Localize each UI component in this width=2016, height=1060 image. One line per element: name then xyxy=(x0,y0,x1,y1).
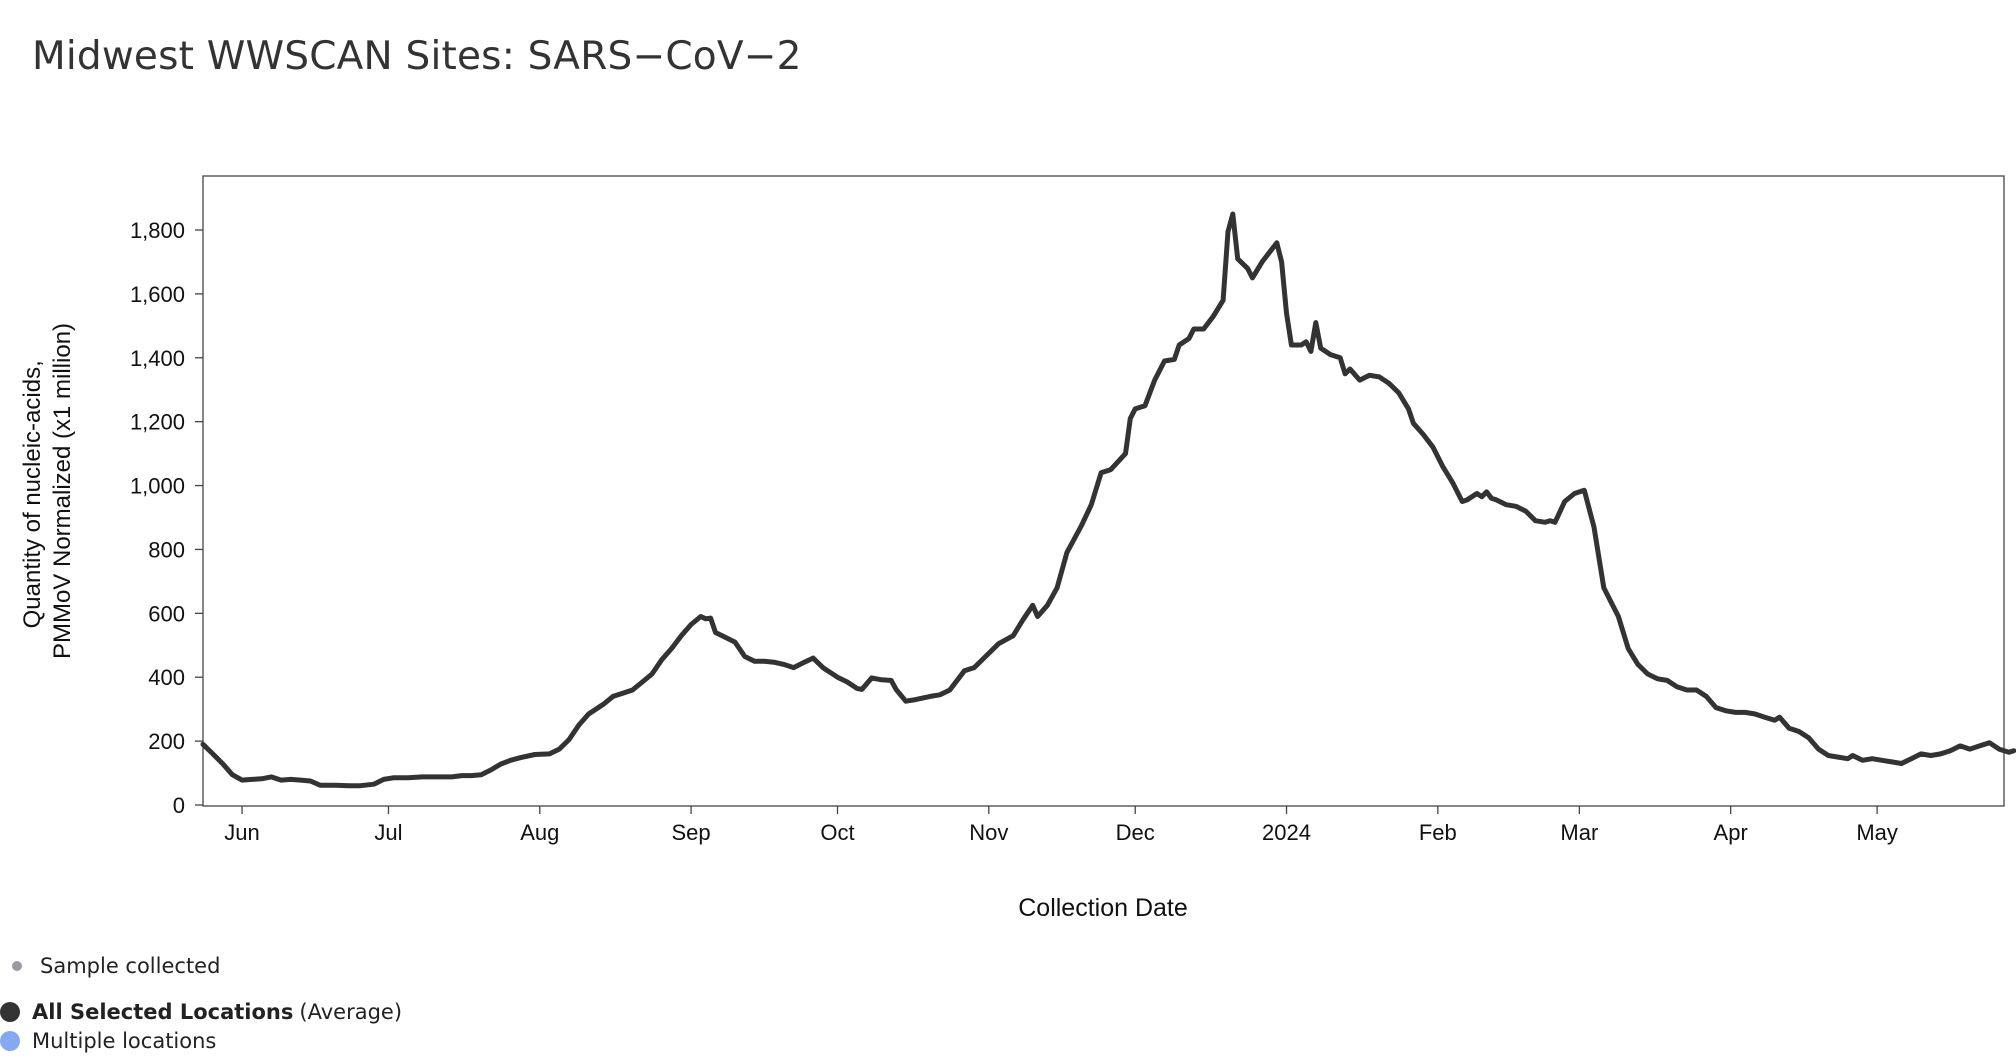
y-axis-label-line-1: Quantity of nucleic-acids, xyxy=(19,360,46,628)
x-tick-label: Feb xyxy=(1419,820,1457,845)
legend-item-multiple-locations[interactable]: Multiple locations xyxy=(0,1029,216,1053)
chart-title: Midwest WWSCAN Sites: SARS−CoV−2 xyxy=(32,34,802,79)
x-tick-label: Jun xyxy=(224,820,259,845)
y-tick-label: 1,400 xyxy=(130,346,185,371)
series-layer xyxy=(200,211,2016,789)
x-axis-label: Collection Date xyxy=(1018,894,1188,922)
y-tick-label: 1,200 xyxy=(130,410,185,435)
legend-label-sample-collected: Sample collected xyxy=(40,954,221,978)
x-tick-label: Aug xyxy=(520,820,559,845)
y-tick-label: 600 xyxy=(148,601,185,626)
legend-label-average: (Average) xyxy=(299,1000,403,1024)
y-axis-label: Quantity of nucleic-acids, PMMoV Normali… xyxy=(19,323,76,659)
plot-area-frame xyxy=(202,175,2005,807)
x-tick-label: Dec xyxy=(1116,820,1155,845)
x-tick-label: Apr xyxy=(1714,820,1748,845)
y-tick-label: 0 xyxy=(173,793,185,818)
y-axis-label-line-2: PMMoV Normalized (x1 million) xyxy=(49,323,76,659)
multiple-locations-dot-icon xyxy=(0,1031,20,1051)
y-tick-label: 1,800 xyxy=(130,218,185,243)
x-tick-label: Nov xyxy=(969,820,1008,845)
series-line-all-selected-locations[interactable] xyxy=(200,211,2016,789)
y-tick-label: 1,000 xyxy=(130,474,185,499)
x-tick-label: Sep xyxy=(671,820,710,845)
x-axis: Jun Jul Aug Sep Oct Nov Dec 2024 Feb Mar Apr May xyxy=(224,806,1898,845)
legend-item-sample-collected[interactable]: Sample collected xyxy=(12,954,220,978)
legend-label-multiple-locations: Multiple locations xyxy=(32,1029,217,1053)
y-axis: 0 200 400 600 800 1,000 1,200 1,400 1,600 1,800 xyxy=(130,218,203,818)
y-tick-label: 800 xyxy=(148,537,185,562)
y-tick-label: 400 xyxy=(148,665,185,690)
y-tick-label: 1,600 xyxy=(130,282,185,307)
legend-label-all-selected: All Selected Locations xyxy=(32,1000,294,1024)
x-tick-label: Jul xyxy=(374,820,402,845)
sample-collected-dot-icon xyxy=(12,961,22,971)
x-tick-label: Mar xyxy=(1560,820,1598,845)
y-tick-label: 200 xyxy=(148,729,185,754)
x-tick-label: Oct xyxy=(820,820,854,845)
all-selected-locations-dot-icon xyxy=(0,1002,20,1022)
legend-item-all-selected-locations[interactable]: All Selected Locations (Average) xyxy=(0,1000,402,1024)
x-tick-label: 2024 xyxy=(1262,820,1311,845)
x-tick-label: May xyxy=(1856,820,1898,845)
